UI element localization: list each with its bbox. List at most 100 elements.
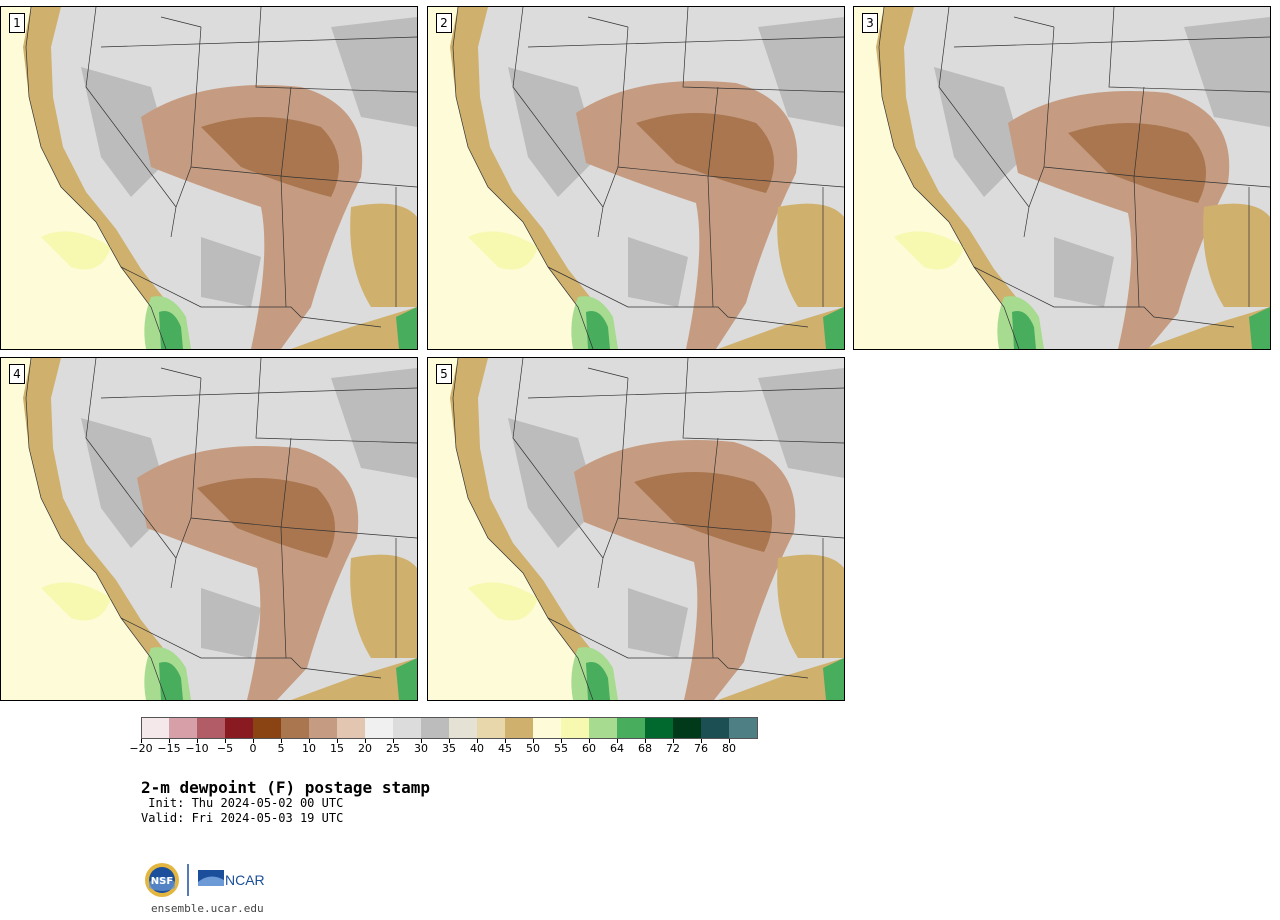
colorbar-tick-label: 55 <box>554 742 568 755</box>
nsf-text: NSF <box>151 876 173 887</box>
border-line <box>682 358 844 444</box>
border-line <box>527 387 844 399</box>
colorbar-swatch <box>141 717 170 739</box>
colorbar-swatch <box>617 717 645 739</box>
map-4 <box>1 358 417 700</box>
very-dry-region <box>201 117 339 197</box>
valid-time: Valid: Fri 2024-05-03 19 UTC <box>141 811 344 825</box>
colorbar-swatch <box>701 717 729 739</box>
colorbar-swatch <box>421 717 449 739</box>
colorbar-tick <box>197 739 198 743</box>
very-moist-region <box>586 662 610 700</box>
gray-region <box>628 237 688 307</box>
colorbar-tick <box>337 739 338 743</box>
border-line <box>682 7 844 93</box>
site-url: ensemble.ucar.edu <box>151 902 264 915</box>
init-time: Init: Thu 2024-05-02 00 UTC <box>141 796 344 810</box>
very-moist-region <box>823 307 844 349</box>
border-line <box>255 358 417 444</box>
colorbar-tick <box>729 739 730 743</box>
gray-region <box>331 17 417 127</box>
colorbar-tick <box>561 739 562 743</box>
colorbar-tick <box>393 739 394 743</box>
colorbar-tick-label: 50 <box>526 742 540 755</box>
colorbar-tick-label: 35 <box>442 742 456 755</box>
colorbar-tick <box>309 739 310 743</box>
map-1 <box>1 7 417 349</box>
border-line <box>85 7 177 238</box>
very-moist-region <box>396 658 417 700</box>
colorbar-swatch <box>477 717 505 739</box>
colorbar-tick <box>673 739 674 743</box>
nsf-logo-icon: NSF <box>145 863 179 897</box>
border-line <box>1108 7 1270 93</box>
moist-region <box>350 554 417 658</box>
colorbar-tick-label: −10 <box>185 742 209 755</box>
border-line <box>717 176 844 188</box>
border-line <box>85 358 177 589</box>
border-line <box>255 7 417 93</box>
very-dry-region <box>1068 123 1206 203</box>
colorbar-tick <box>589 739 590 743</box>
colorbar-tick-label: 10 <box>302 742 316 755</box>
border-line <box>160 367 202 379</box>
forecast-panel-4: 4 <box>0 357 418 701</box>
colorbar-swatch <box>449 717 477 739</box>
map-3 <box>854 7 1270 349</box>
colorbar-tick-label: 30 <box>414 742 428 755</box>
colorbar-swatch <box>309 717 337 739</box>
offshore-moist <box>468 582 538 621</box>
border-line <box>175 166 192 208</box>
colorbar-tick-label: 72 <box>666 742 680 755</box>
colorbar-tick <box>421 739 422 743</box>
gray-region <box>201 588 261 658</box>
border-line <box>938 7 1030 238</box>
colorbar-tick <box>533 739 534 743</box>
gray-region <box>508 418 598 548</box>
colorbar-tick <box>701 739 702 743</box>
gray-region <box>201 237 261 307</box>
forecast-panel-5: 5 <box>427 357 845 701</box>
colorbar-tick-label: −20 <box>129 742 153 755</box>
logos: NSF NCAR <box>144 860 274 904</box>
forecast-panel-1: 1 <box>0 6 418 350</box>
colorbar-tick <box>141 739 142 743</box>
gray-region <box>758 17 844 127</box>
border-line <box>587 16 629 28</box>
offshore-moist <box>894 231 964 270</box>
border-line <box>707 86 719 308</box>
panel-label: 3 <box>862 13 878 33</box>
border-line <box>602 517 619 559</box>
very-dry-region <box>634 472 772 552</box>
border-line <box>547 266 809 328</box>
page-title: 2-m dewpoint (F) postage stamp <box>141 778 430 797</box>
colorbar-tick <box>281 739 282 743</box>
border-line <box>878 7 1020 349</box>
colorbar-swatch <box>729 717 758 739</box>
border-line <box>280 437 292 659</box>
moist-region <box>350 203 417 307</box>
colorbar-tick <box>225 739 226 743</box>
ncar-logo-icon: NCAR <box>198 870 265 888</box>
border-line <box>100 36 417 48</box>
border-line <box>1028 166 1045 208</box>
gray-region <box>758 368 844 478</box>
colorbar-swatch <box>561 717 589 739</box>
very-dry-region <box>197 478 335 558</box>
panel-label: 2 <box>436 13 452 33</box>
border-line <box>280 86 292 308</box>
colorbar-tick <box>505 739 506 743</box>
colorbar-swatch <box>589 717 617 739</box>
border-line <box>1133 86 1145 308</box>
moist-region <box>777 554 844 658</box>
offshore-moist <box>41 582 111 621</box>
colorbar-swatch <box>393 717 421 739</box>
colorbar-swatch <box>169 717 197 739</box>
panel-label: 5 <box>436 364 452 384</box>
border-line <box>25 7 167 349</box>
colorbar-tick-label: 68 <box>638 742 652 755</box>
map-5 <box>428 358 844 700</box>
colorbar-swatch <box>645 717 673 739</box>
gray-region <box>508 67 598 197</box>
colorbar-tick-label: −5 <box>216 742 234 755</box>
